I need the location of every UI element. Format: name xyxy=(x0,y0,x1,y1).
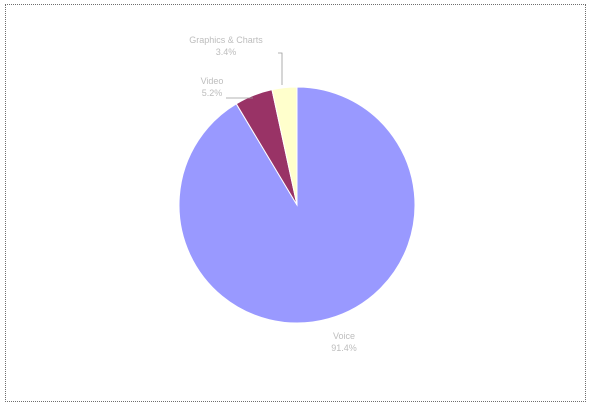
slice-label-name-video: Video xyxy=(201,76,224,86)
pie-slices xyxy=(178,86,416,324)
pie-labels: Voice 91.4% Video 5.2% Graphics & Charts 3.4% xyxy=(189,35,357,353)
slice-label-value-video: 5.2% xyxy=(202,88,223,98)
chart-area: Voice 91.4% Video 5.2% Graphics & Charts 3.4% xyxy=(5,4,586,402)
leader-line-graphics-charts xyxy=(278,52,283,85)
slice-label-value-voice: 91.4% xyxy=(331,343,357,353)
pie-slice-graphics-charts xyxy=(271,86,298,206)
slice-label-name-voice: Voice xyxy=(333,331,355,341)
pie-chart: Voice 91.4% Video 5.2% Graphics & Charts 3.4% xyxy=(178,35,416,353)
slice-label-name-graphics-charts: Graphics & Charts xyxy=(189,35,263,45)
slice-label-value-graphics-charts: 3.4% xyxy=(216,47,237,57)
